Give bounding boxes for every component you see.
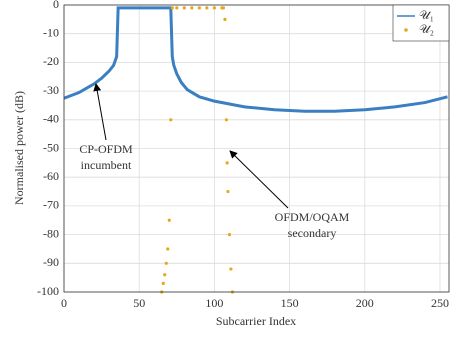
annotation: OFDM/OQAM — [275, 210, 350, 224]
series-line — [63, 6, 448, 113]
y-tick-label: -40 — [43, 112, 59, 126]
y-tick-label: -90 — [43, 255, 59, 269]
annotation: secondary — [288, 226, 337, 240]
series-marker — [163, 273, 167, 277]
series-marker — [167, 218, 171, 222]
x-tick-label: 0 — [61, 296, 67, 310]
y-tick-label: -20 — [43, 54, 59, 68]
series-marker — [229, 267, 233, 271]
y-axis-label: Normalised power (dB) — [12, 91, 26, 205]
annotation: incumbent — [81, 158, 132, 172]
x-tick-label: 50 — [133, 296, 145, 310]
series-marker — [223, 17, 227, 21]
series-marker — [170, 6, 174, 10]
plot-frame — [63, 4, 450, 293]
series-marker — [225, 161, 229, 165]
legend-swatch — [404, 28, 408, 32]
x-tick-label: 200 — [356, 296, 374, 310]
series-marker — [205, 6, 209, 10]
y-tick-label: -30 — [43, 83, 59, 97]
series-marker — [175, 6, 179, 10]
x-tick-label: 150 — [281, 296, 299, 310]
series-marker — [169, 118, 173, 122]
annotation: CP-OFDM — [79, 142, 133, 156]
y-tick-label: -100 — [37, 284, 59, 298]
y-tick-label: -50 — [43, 140, 59, 154]
y-tick-label: -70 — [43, 198, 59, 212]
annotation-arrow — [93, 83, 107, 141]
y-tick-label: -60 — [43, 169, 59, 183]
annotation-arrow — [229, 150, 289, 209]
y-tick-label: -10 — [43, 25, 59, 39]
y-tick-label: -80 — [43, 226, 59, 240]
series-marker — [226, 189, 230, 194]
series-marker — [161, 281, 165, 285]
x-tick-label: 250 — [431, 296, 449, 310]
series-marker — [164, 261, 168, 265]
x-tick-label: 100 — [205, 296, 223, 310]
legend-label: 𝒰₂ — [419, 22, 434, 36]
series-marker — [166, 247, 170, 251]
series-marker — [224, 118, 229, 122]
legend-box — [392, 4, 450, 42]
x-axis-label: Subcarrier Index — [216, 314, 296, 328]
series-marker — [190, 6, 194, 10]
y-tick-label: 0 — [53, 0, 59, 11]
series-marker — [221, 6, 226, 10]
series-marker — [227, 233, 232, 237]
series-marker — [212, 6, 216, 10]
series-marker — [182, 6, 186, 10]
legend-label: 𝒰₁ — [419, 8, 434, 22]
series-marker — [197, 6, 201, 10]
